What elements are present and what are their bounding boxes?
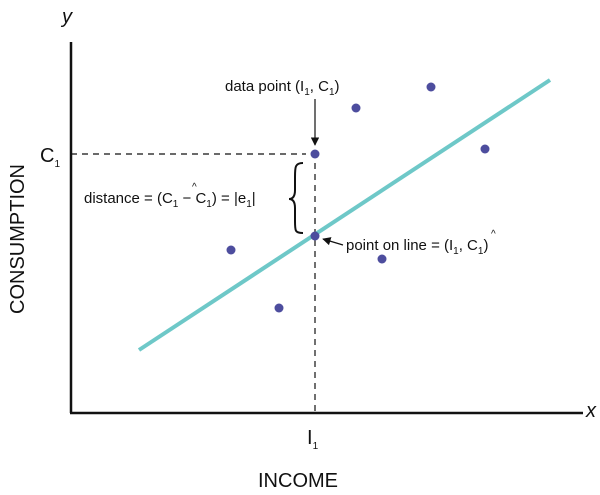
point-on-line-label: point on line = (I1, C1) <box>346 237 488 257</box>
point-on-line-arrow <box>322 237 344 246</box>
x-axis-variable: x <box>585 400 597 422</box>
distance-hat-mark: ^ <box>192 182 197 193</box>
y-axis-title: CONSUMPTION <box>7 164 29 314</box>
x-axis-title: INCOME <box>258 470 338 492</box>
data-point <box>274 303 284 313</box>
data-point <box>480 144 490 154</box>
data-point-label: data point (I1, C1) <box>225 78 340 98</box>
point-on-line-hat-mark: ^ <box>491 229 496 240</box>
y-axis-variable: y <box>60 6 73 28</box>
data-point <box>226 245 236 255</box>
distance-label: distance = (C1 − C1) = |e1| <box>84 190 256 210</box>
data-point <box>426 82 436 92</box>
regression-line <box>137 78 552 352</box>
x-tick-label: I1 <box>307 427 319 452</box>
point-on-line <box>310 231 320 241</box>
data-point <box>377 254 387 264</box>
data-point <box>310 149 320 159</box>
y-tick-label: C1 <box>40 145 60 170</box>
distance-brace <box>288 162 304 234</box>
data-point <box>351 103 361 113</box>
